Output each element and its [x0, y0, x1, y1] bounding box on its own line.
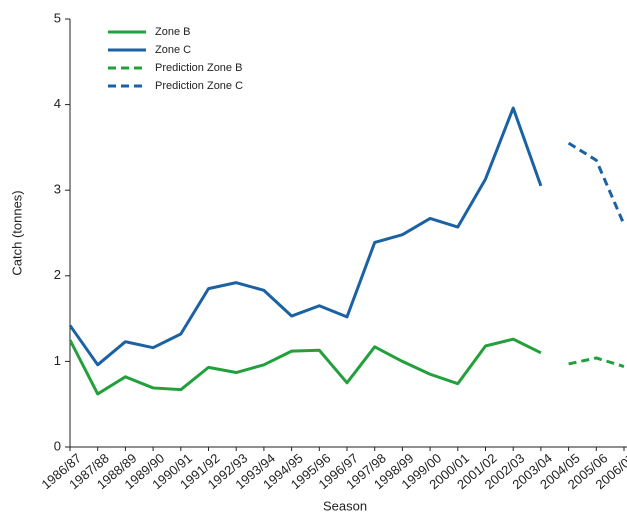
series-line [568, 356, 625, 368]
y-tick-label: 1 [54, 353, 61, 368]
y-tick-label: 0 [54, 438, 61, 453]
y-tick-label: 4 [54, 96, 61, 111]
y-tick-label: 2 [54, 267, 61, 282]
x-axis-title: Season [323, 498, 367, 513]
series-line [68, 337, 542, 396]
y-tick-label: 5 [54, 10, 61, 25]
legend-label: Zone B [155, 26, 190, 38]
series-line [68, 106, 543, 367]
y-axis-title: Catch (tonnes) [9, 190, 24, 275]
y-tick-label: 3 [54, 182, 61, 197]
legend-label: Prediction Zone B [155, 62, 242, 74]
series-line [567, 141, 626, 226]
legend-label: Prediction Zone C [155, 80, 243, 92]
legend-label: Zone C [155, 44, 191, 56]
